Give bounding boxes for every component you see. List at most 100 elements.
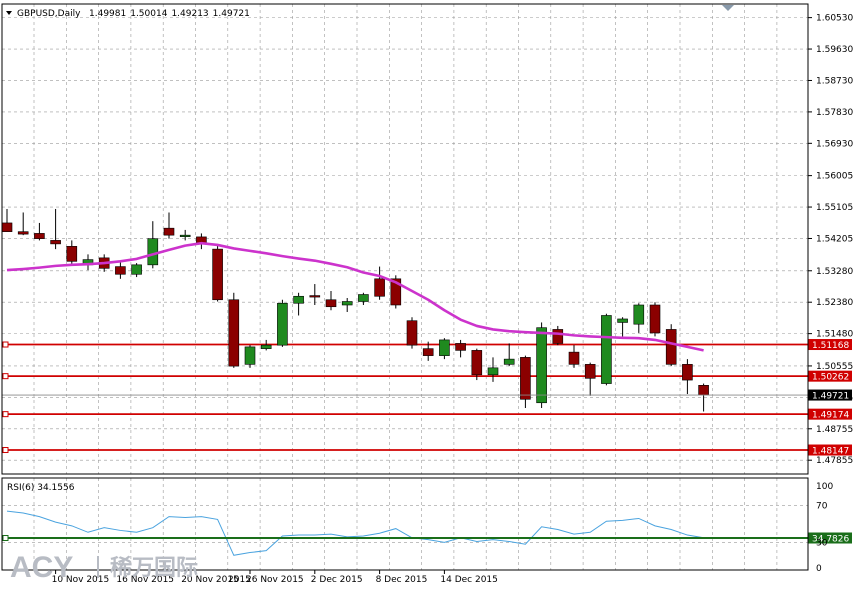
- shift-marker-icon[interactable]: [722, 5, 734, 11]
- level-label-3: 1.48147: [812, 447, 849, 457]
- price-tick-label-11: 1.50555: [816, 362, 853, 372]
- current-price-label: 1.49721: [812, 392, 849, 402]
- rsi-panel: 34.7826 100 70 30 0: [2, 482, 852, 574]
- candle-body-27: [439, 339, 450, 356]
- logo-cn-text: 稀万国际: [110, 555, 198, 581]
- date-axis: 2015 10 Nov 2015 16 Nov 2015 20 Nov 2015 26 …: [52, 570, 498, 585]
- rsi-line: [6, 510, 704, 556]
- rsi-tick-label-2: 30: [816, 538, 828, 548]
- candle-body-4: [66, 246, 78, 262]
- date-label-3: 20 Nov 2015: [181, 575, 239, 585]
- candle-body-10: [163, 227, 175, 236]
- logo-divider: [97, 556, 99, 578]
- price-tick-label-9: 1.52380: [816, 298, 853, 308]
- candle-body-30: [487, 367, 499, 376]
- level-handle-1: [2, 373, 9, 380]
- date-label-4: 26 Nov 2015: [246, 575, 304, 585]
- candle-body-1: [17, 231, 29, 235]
- rsi-title: RSI(6) 34.1556: [7, 483, 75, 493]
- rsi-tick-label-0: 100: [816, 482, 833, 492]
- price-tick-label-14: 1.47855: [816, 456, 853, 466]
- candle-body-28: [455, 343, 466, 351]
- price-tick-label-7: 1.54205: [816, 234, 853, 244]
- candle-body-43: [698, 385, 709, 396]
- candle-body-41: [665, 329, 677, 365]
- date-label-1: 10 Nov 2015: [52, 575, 110, 585]
- rsi-level-tag: [808, 532, 852, 544]
- level-label-1: 1.50262: [812, 373, 849, 383]
- level-tag-1: [808, 370, 852, 382]
- price-tick-label-3: 1.57830: [816, 108, 853, 118]
- candle-body-17: [277, 302, 288, 346]
- candle-body-24: [390, 278, 402, 306]
- price-tick-label-1: 1.59630: [816, 45, 853, 55]
- chart-frame: [1, 3, 809, 571]
- candle-body-25: [406, 320, 418, 346]
- candle-body-13: [212, 248, 223, 301]
- ohlc-value-1: 1.50014: [130, 9, 167, 19]
- chart-title: GBPUSD,Daily: [17, 9, 81, 19]
- price-tick-label-10: 1.51480: [816, 330, 853, 340]
- logo-acy-text: ACY: [10, 551, 73, 584]
- level-label-2: 1.49174: [812, 411, 849, 421]
- current-price-tag: [808, 389, 852, 401]
- candle-body-23: [374, 278, 385, 297]
- level-tag-3: [808, 444, 852, 456]
- candle-body-20: [325, 299, 337, 308]
- price-tick-label-8: 1.53280: [816, 267, 853, 277]
- candle-body-39: [633, 304, 645, 325]
- level-label-0: 1.51168: [812, 341, 849, 351]
- candle-body-18: [293, 295, 304, 304]
- price-tick-label-13: 1.48755: [816, 425, 853, 435]
- candle-body-2: [34, 233, 45, 239]
- candle-body-35: [568, 351, 580, 365]
- horizontal-levels[interactable]: 1.51168 1.50262 1.49174 1.48147: [2, 339, 852, 457]
- ma-line: [6, 241, 704, 352]
- date-label-6: 8 Dec 2015: [376, 575, 428, 585]
- price-panel-border: [1, 3, 809, 475]
- rsi-level-label: 34.7826: [812, 535, 849, 545]
- candle-body-7: [115, 266, 126, 275]
- candle-body-37: [601, 315, 612, 384]
- ohlc-value-2: 1.49213: [171, 9, 208, 19]
- price-tick-label-4: 1.56930: [816, 139, 853, 149]
- candle-body-8: [131, 264, 142, 275]
- acy-logo: ACY 稀万国际: [10, 551, 198, 584]
- candle-body-31: [503, 358, 515, 365]
- rsi-tick-label-1: 70: [816, 502, 828, 512]
- candle-body-16: [260, 344, 272, 349]
- level-handle-3: [2, 447, 9, 454]
- candles: [1, 208, 709, 412]
- level-handle-2: [2, 411, 9, 418]
- price-tick-label-2: 1.58730: [816, 76, 853, 86]
- candle-body-22: [358, 294, 369, 302]
- level-tag-0: [808, 339, 852, 351]
- level-handle-0: [2, 341, 9, 348]
- candle-body-26: [422, 348, 434, 356]
- moving-average: [6, 241, 704, 352]
- date-label-0: 2015: [228, 575, 251, 585]
- date-label-5: 2 Dec 2015: [311, 575, 363, 585]
- candle-body-34: [552, 329, 564, 344]
- candle-body-9: [147, 238, 159, 266]
- candle-body-42: [682, 364, 693, 381]
- price-tick-label-6: 1.55105: [816, 203, 853, 213]
- candle-body-19: [309, 295, 321, 298]
- candle-body-32: [520, 357, 531, 400]
- candle-body-14: [228, 299, 240, 367]
- ohlc-value-0: 1.49981: [89, 9, 126, 19]
- candle-body-36: [584, 364, 596, 379]
- price-tick-label-0: 1.60530: [816, 14, 853, 24]
- date-label-7: 14 Dec 2015: [440, 575, 498, 585]
- menu-triangle-icon[interactable]: [6, 11, 12, 15]
- candle-body-33: [536, 327, 547, 404]
- candle-body-11: [179, 234, 191, 237]
- candle-body-40: [649, 304, 661, 334]
- level-tag-2: [808, 408, 852, 420]
- date-label-2: 16 Nov 2015: [116, 575, 174, 585]
- ohlc-value-3: 1.49721: [213, 9, 250, 19]
- candle-body-38: [617, 318, 628, 323]
- candle-body-3: [50, 240, 61, 245]
